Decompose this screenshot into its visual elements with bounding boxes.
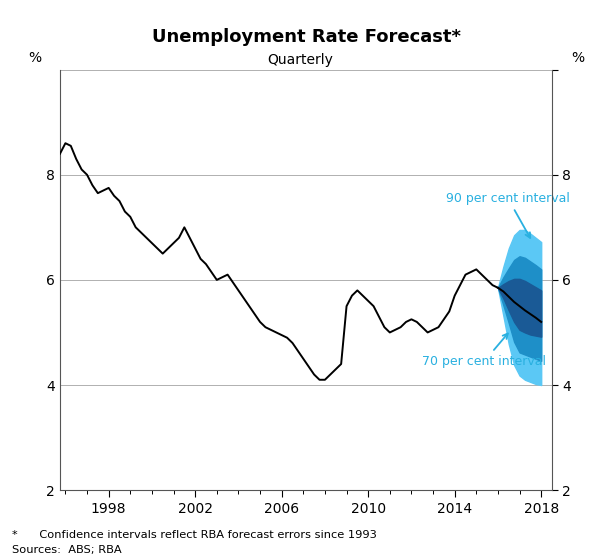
Text: %: % [571,51,584,65]
Title: Unemployment Rate Forecast*: Unemployment Rate Forecast* [151,28,461,46]
Text: 90 per cent interval: 90 per cent interval [446,192,570,238]
Text: Sources:  ABS; RBA: Sources: ABS; RBA [12,545,122,555]
Text: Quarterly: Quarterly [267,53,333,67]
Text: 70 per cent interval: 70 per cent interval [422,334,546,368]
Text: *      Confidence intervals reflect RBA forecast errors since 1993: * Confidence intervals reflect RBA forec… [12,530,377,540]
Text: %: % [28,51,41,65]
